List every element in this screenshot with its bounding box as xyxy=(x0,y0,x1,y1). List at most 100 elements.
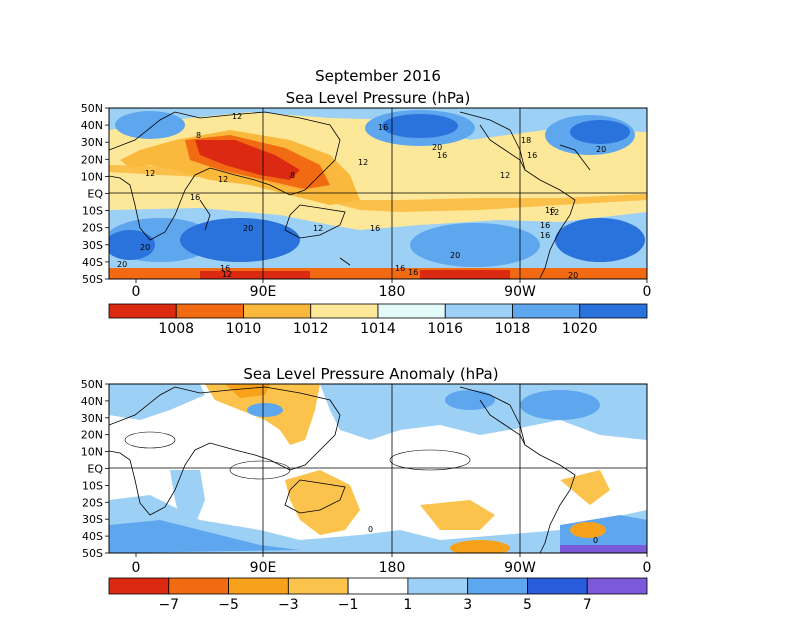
colorbar-swatch xyxy=(168,577,229,595)
slp-europe-high xyxy=(115,111,185,139)
slp-south-atlantic-high-2 xyxy=(555,218,645,262)
colorbar-swatch xyxy=(243,303,312,319)
y-tick-label: 10S xyxy=(82,479,103,492)
contour-labels-top: 12 8 12 12 8 12 12 12 16 16 16 16 16 16 … xyxy=(117,112,606,280)
y-tick-label: 40S xyxy=(82,530,103,543)
anomaly-pos-area xyxy=(109,384,205,420)
colorbar-label: 1008 xyxy=(158,321,194,337)
anomaly-neg-area-strong xyxy=(450,540,510,553)
contour-label: 20 xyxy=(450,251,460,260)
x-tick-labels-top: 0 90E 180 90W 0 xyxy=(132,279,652,300)
contour-label: 16 xyxy=(395,264,405,273)
slp-southwest-high xyxy=(109,230,155,260)
colorbar-label: 1018 xyxy=(495,321,531,337)
y-tick-label: EQ xyxy=(87,188,103,201)
colorbar-label: 1016 xyxy=(427,321,463,337)
anomaly-neg-area xyxy=(420,500,495,530)
colorbar-label: −3 xyxy=(278,597,299,613)
y-tick-label: 50N xyxy=(81,378,103,391)
colorbar-label: 7 xyxy=(583,597,592,613)
x-tick-label: 180 xyxy=(379,284,406,300)
chart-subtitle: Sea Level Pressure (hPa) xyxy=(286,89,471,107)
x-tick-label: 90W xyxy=(504,284,536,300)
x-tick-label: 0 xyxy=(132,284,141,300)
anomaly-neg-area-strong xyxy=(570,522,606,538)
y-tick-label: 20S xyxy=(82,222,103,235)
contour-label: 8 xyxy=(290,171,295,180)
contour-label: 12 xyxy=(313,224,323,233)
contour-label: 16 xyxy=(220,264,230,273)
y-tick-label: 20N xyxy=(81,153,103,166)
colorbar-label: 1014 xyxy=(360,321,396,337)
contour-label: 16 xyxy=(540,231,550,240)
contour-label: 16 xyxy=(370,224,380,233)
contour-label: 8 xyxy=(196,131,201,140)
anomaly-pos-area-extreme xyxy=(560,545,647,553)
slp-south-pacific-high xyxy=(410,223,540,267)
contour-label: 18 xyxy=(521,136,531,145)
slp-southern-ocean-low xyxy=(109,268,647,279)
x-tick-label: 90W xyxy=(504,560,536,576)
colorbar-swatch xyxy=(579,303,648,319)
anomaly-pos-area-strong xyxy=(520,390,600,420)
contour-label: 12 xyxy=(232,112,242,121)
slp-azores-high-core xyxy=(570,120,630,144)
chart-title: September 2016 xyxy=(315,67,441,85)
contour-label: 0 xyxy=(593,536,598,545)
colorbar-swatch xyxy=(287,577,349,595)
contour-label: 12 xyxy=(145,169,155,178)
colorbar-label: 1012 xyxy=(293,321,329,337)
y-tick-label: 20S xyxy=(82,496,103,509)
coastlines xyxy=(109,111,591,279)
colorbar-label: 5 xyxy=(523,597,532,613)
contour-labels-bottom: 0 0 xyxy=(368,525,598,545)
contour-label: 0 xyxy=(368,525,373,534)
y-tick-labels-top: 50N 40N 30N 20N 10N EQ 10S 20S 30S 40S 50S xyxy=(81,102,109,286)
x-tick-label: 90E xyxy=(250,284,277,300)
contour-label: 16 xyxy=(540,221,550,230)
y-tick-label: 10S xyxy=(82,205,103,218)
y-tick-label: 30N xyxy=(81,136,103,149)
contour-label: 20 xyxy=(432,143,442,152)
y-tick-label: 10N xyxy=(81,170,103,183)
x-tick-labels-bottom: 0 90E 180 90W 0 xyxy=(132,553,651,576)
contour-label: 12 xyxy=(222,270,232,279)
colorbar-top: 1008 1010 1012 1014 1016 1018 1020 xyxy=(108,303,648,337)
grid-bottom xyxy=(109,384,647,553)
colorbar-swatch xyxy=(228,577,289,595)
y-tick-label: 30S xyxy=(82,513,103,526)
slp-indian-ocean-high xyxy=(180,218,300,262)
colorbar-swatch xyxy=(512,303,581,319)
contour-label: 16 xyxy=(545,206,555,215)
slp-monsoon-low-core xyxy=(195,140,300,180)
anomaly-pos-pocket xyxy=(247,403,283,417)
x-tick-label: 90E xyxy=(250,560,277,576)
anomaly-chart-title: Sea Level Pressure Anomaly (hPa) xyxy=(243,365,498,383)
contour-label: 20 xyxy=(243,224,253,233)
x-tick-label: 0 xyxy=(643,284,652,300)
colorbar-swatch xyxy=(527,577,588,595)
slp-southern-ocean-low-core-2 xyxy=(420,270,510,279)
contour-label: 20 xyxy=(568,271,578,280)
y-tick-label: 50S xyxy=(82,547,103,560)
contour-label: 16 xyxy=(408,268,418,277)
y-tick-label: 20N xyxy=(81,429,103,442)
colorbar-bottom: −7 −5 −3 −1 1 3 5 7 xyxy=(108,577,648,613)
colorbar-swatch xyxy=(407,577,469,595)
colorbar-swatch xyxy=(108,303,177,319)
contour-label: 12 xyxy=(500,171,510,180)
y-tick-label: 10N xyxy=(81,446,103,459)
y-tick-label: 40N xyxy=(81,119,103,132)
y-tick-label: 30S xyxy=(82,239,103,252)
anomaly-pos-area-strong xyxy=(109,520,300,553)
slp-north-pacific-high-core xyxy=(382,114,458,138)
x-tick-label: 180 xyxy=(379,560,406,576)
y-tick-label: 40S xyxy=(82,256,103,269)
contour-label: 12 xyxy=(549,208,559,217)
y-tick-label: EQ xyxy=(87,463,103,476)
slp-north-band xyxy=(109,108,647,140)
coastlines-anomaly xyxy=(109,386,576,553)
colorbar-swatch xyxy=(310,303,379,319)
y-tick-label: 50N xyxy=(81,102,103,115)
